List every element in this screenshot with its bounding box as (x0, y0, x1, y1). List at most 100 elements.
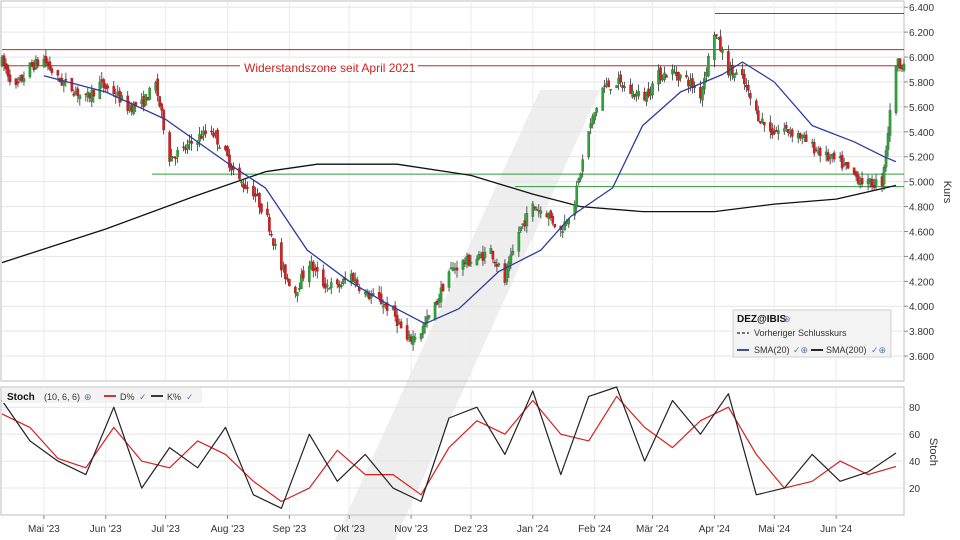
watermark-logo (335, 90, 600, 540)
price-tick-label: 5.800 (909, 78, 934, 89)
candle-body (423, 322, 427, 327)
candle-body (587, 131, 590, 158)
candle-body (768, 122, 772, 132)
symbol-info-icon[interactable]: ⊕ (783, 314, 791, 324)
candle-body (4, 63, 8, 70)
candle-body (246, 187, 249, 189)
stoch-title: Stoch (7, 392, 35, 403)
candle-body (790, 129, 794, 137)
stoch-tick-label: 20 (909, 484, 921, 495)
candle-body (296, 292, 299, 297)
month-label: Okt '23 (334, 524, 366, 535)
candle-body (902, 63, 906, 71)
candle-body (427, 315, 431, 318)
candle-body (399, 321, 403, 329)
candle-body (701, 86, 704, 101)
candle-body (148, 87, 151, 100)
candle-body (316, 267, 319, 272)
candle-body (804, 134, 808, 143)
candle-body (826, 152, 830, 161)
candle-body (577, 178, 581, 183)
price-panel (0, 0, 905, 382)
candle-body (170, 155, 173, 162)
candle-body (228, 154, 231, 168)
candle-body (814, 149, 818, 151)
candle-body (280, 242, 283, 271)
candle-body (204, 130, 207, 134)
candle-body (505, 269, 509, 283)
candle-body (651, 83, 654, 96)
candle-body (2, 55, 6, 66)
candle-body (268, 216, 271, 232)
candle-body (172, 156, 175, 158)
sma20-line (43, 61, 897, 325)
candle-body (411, 335, 415, 345)
price-tick-label: 5.600 (909, 103, 934, 114)
candle-body (300, 274, 303, 290)
candle-body (50, 68, 54, 73)
stoch-params-icon[interactable]: ⊕ (84, 392, 92, 402)
d-check-icon[interactable]: ✓ (139, 392, 147, 402)
candle-body (210, 130, 213, 133)
candle-body (413, 337, 417, 340)
candle-body (72, 93, 76, 96)
resistance-annotation: Widerstandszone seit April 2021 (244, 61, 416, 75)
candle-body (44, 55, 48, 64)
candle-body (581, 159, 585, 172)
candle-body (631, 90, 634, 98)
candle-body (679, 74, 682, 79)
candle-body (533, 206, 537, 209)
candle-body (419, 333, 423, 340)
price-tick-label: 4.000 (909, 302, 934, 313)
candle-body (757, 110, 760, 122)
candle-body (549, 210, 553, 218)
candle-body (665, 75, 668, 78)
candle-body (186, 144, 189, 150)
sma20-path (43, 61, 897, 325)
month-label: Aug '23 (211, 524, 245, 535)
candle-body (731, 64, 734, 75)
candle-body (589, 123, 592, 129)
candle-body (761, 118, 764, 123)
candle-body (493, 261, 497, 264)
candle-body (743, 74, 746, 85)
candle-body (244, 185, 247, 190)
price-tick-label: 6.000 (909, 53, 934, 64)
candle-body (842, 164, 846, 166)
candle-body (369, 295, 373, 299)
candle-body (385, 302, 389, 311)
candle-body (593, 112, 596, 121)
sma200-check-icon[interactable]: ✓⊕ (871, 345, 886, 355)
candle-body (553, 223, 557, 228)
candle-body (707, 56, 710, 77)
candle-body (325, 285, 329, 287)
month-label: Jan '24 (517, 524, 549, 535)
stoch-series-k: K% (167, 392, 181, 402)
stoch-k-path (1, 386, 897, 509)
candle-body (158, 96, 161, 107)
stoch-axis-title: Stoch (927, 438, 939, 466)
k-check-icon[interactable]: ✓ (186, 392, 194, 402)
candle-body (351, 273, 355, 282)
candle-body (519, 226, 523, 231)
price-axis: 6.400 6.200 6.000 5.800 5.600 5.400 5.200 5.000… (904, 3, 934, 363)
candle-body (64, 79, 68, 81)
candle-body (284, 264, 287, 280)
candle-body (491, 250, 495, 260)
candle-body (16, 81, 20, 84)
candle-body (563, 221, 567, 231)
candle-body (531, 203, 535, 217)
candle-body (691, 78, 694, 88)
candle-body (395, 314, 399, 326)
sma20-check-icon[interactable]: ✓⊕ (793, 345, 808, 355)
candle-body (335, 279, 339, 285)
candle-body (379, 293, 383, 305)
candle-body (447, 271, 451, 288)
candle-body (615, 85, 618, 89)
candle-body (272, 238, 275, 246)
price-tick-label: 4.600 (909, 227, 934, 238)
candle-body (517, 231, 521, 252)
candle-body (886, 133, 890, 150)
candle-body (763, 122, 766, 126)
candle-body (703, 77, 706, 90)
